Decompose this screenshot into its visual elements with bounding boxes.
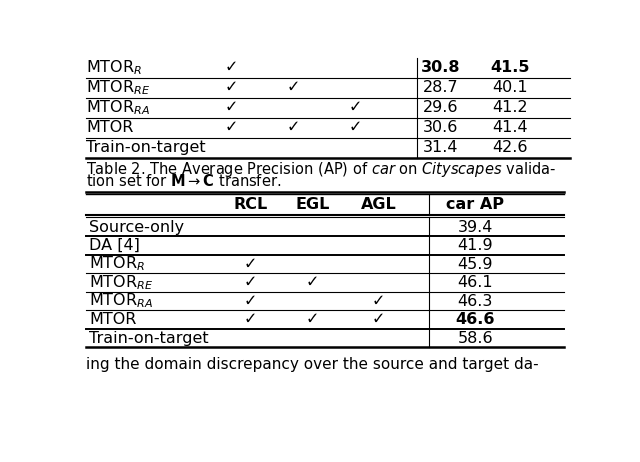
Text: DA [4]: DA [4] [90, 238, 140, 253]
Text: 40.1: 40.1 [492, 80, 528, 95]
Text: car AP: car AP [446, 196, 504, 212]
Text: ✓: ✓ [225, 60, 238, 75]
Text: 41.5: 41.5 [490, 60, 530, 75]
Text: ✓: ✓ [306, 312, 319, 327]
Text: 46.6: 46.6 [456, 312, 495, 327]
Text: ✓: ✓ [372, 312, 385, 327]
Text: 46.1: 46.1 [458, 275, 493, 290]
Text: Source-only: Source-only [90, 219, 184, 235]
Text: MTOR$_R$: MTOR$_R$ [86, 58, 142, 77]
Text: ✓: ✓ [287, 120, 300, 135]
Text: ✓: ✓ [244, 275, 257, 290]
Text: 41.2: 41.2 [492, 100, 528, 116]
Text: ✓: ✓ [244, 256, 257, 272]
Text: Table 2. The Average Precision (AP) of $\it{car}$ on $\it{Cityscapes}$ valida-: Table 2. The Average Precision (AP) of $… [86, 160, 556, 179]
Text: ✓: ✓ [348, 120, 362, 135]
Text: MTOR$_{RE}$: MTOR$_{RE}$ [90, 273, 154, 292]
Text: 46.3: 46.3 [458, 293, 493, 309]
Text: ✓: ✓ [372, 293, 385, 309]
Text: 41.9: 41.9 [458, 238, 493, 253]
Text: ✓: ✓ [225, 120, 238, 135]
Text: 41.4: 41.4 [492, 120, 528, 135]
Text: MTOR: MTOR [90, 312, 137, 327]
Text: ✓: ✓ [348, 100, 362, 116]
Text: EGL: EGL [295, 196, 330, 212]
Text: ing the domain discrepancy over the source and target da-: ing the domain discrepancy over the sour… [86, 358, 539, 372]
Text: ✓: ✓ [244, 312, 257, 327]
Text: Train-on-target: Train-on-target [90, 330, 209, 346]
Text: 29.6: 29.6 [422, 100, 458, 116]
Text: ✓: ✓ [225, 100, 238, 116]
Text: 31.4: 31.4 [422, 140, 458, 155]
Text: 58.6: 58.6 [458, 330, 493, 346]
Text: tion set for $\mathbf{M} \rightarrow \mathbf{C}$ transfer.: tion set for $\mathbf{M} \rightarrow \ma… [86, 173, 282, 189]
Text: MTOR$_R$: MTOR$_R$ [90, 255, 145, 274]
Text: MTOR$_{RA}$: MTOR$_{RA}$ [86, 98, 150, 117]
Text: MTOR$_{RE}$: MTOR$_{RE}$ [86, 79, 150, 97]
Text: 42.6: 42.6 [492, 140, 528, 155]
Text: ✓: ✓ [306, 275, 319, 290]
Text: ✓: ✓ [225, 80, 238, 95]
Text: AGL: AGL [360, 196, 396, 212]
Text: ✓: ✓ [287, 80, 300, 95]
Text: ✓: ✓ [244, 293, 257, 309]
Text: 30.8: 30.8 [420, 60, 460, 75]
Text: MTOR: MTOR [86, 120, 134, 135]
Text: MTOR$_{RA}$: MTOR$_{RA}$ [90, 292, 154, 310]
Text: 39.4: 39.4 [458, 219, 493, 235]
Text: 45.9: 45.9 [458, 256, 493, 272]
Text: 28.7: 28.7 [422, 80, 458, 95]
Text: 30.6: 30.6 [422, 120, 458, 135]
Text: Train-on-target: Train-on-target [86, 140, 206, 155]
Text: RCL: RCL [234, 196, 268, 212]
